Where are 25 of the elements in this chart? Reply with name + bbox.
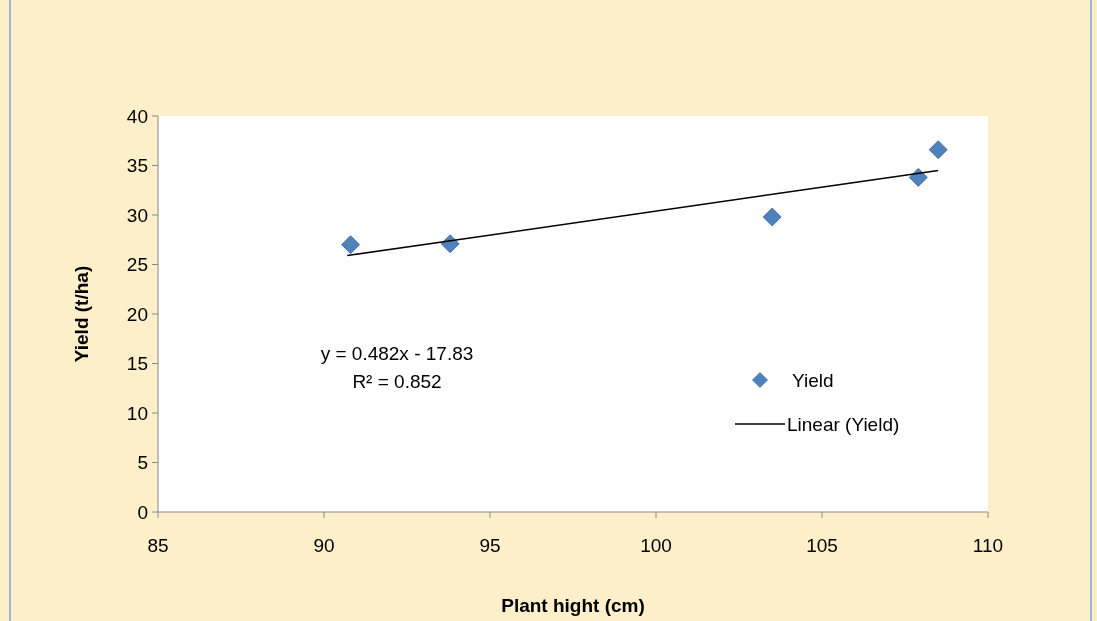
x-tick-label: 85 [147, 535, 169, 556]
point [762, 207, 782, 227]
point [341, 235, 360, 255]
x-tick-label: 110 [972, 535, 1004, 556]
point [440, 234, 460, 254]
legend-label: Linear (Yield) [787, 413, 900, 435]
x-tick-label: 100 [640, 535, 672, 556]
y-tick-label: 10 [126, 402, 148, 424]
y-tick-label: 0 [137, 501, 148, 523]
annotation: y = 0.482x - 17.83 [320, 343, 474, 364]
x-axis-title: Plant hight (cm) [501, 595, 645, 616]
y-tick-label: 20 [126, 303, 148, 325]
y-tick-label: 5 [137, 452, 148, 474]
y-tick-label: 30 [126, 204, 148, 226]
y-tick-label: 15 [126, 353, 148, 375]
y-axis-title: Yield (t/ha) [71, 265, 92, 363]
x-tick-label: 95 [479, 535, 501, 556]
y-tick-label: 25 [126, 254, 148, 276]
x-tick-label: 105 [806, 535, 838, 556]
y-tick-label: 40 [126, 105, 148, 127]
y-tick-label: 35 [126, 155, 148, 177]
point [928, 140, 948, 160]
legend-label: Yield [792, 369, 834, 391]
x-tick-label: 90 [313, 535, 335, 556]
annotation: R² = 0.852 [352, 371, 442, 392]
